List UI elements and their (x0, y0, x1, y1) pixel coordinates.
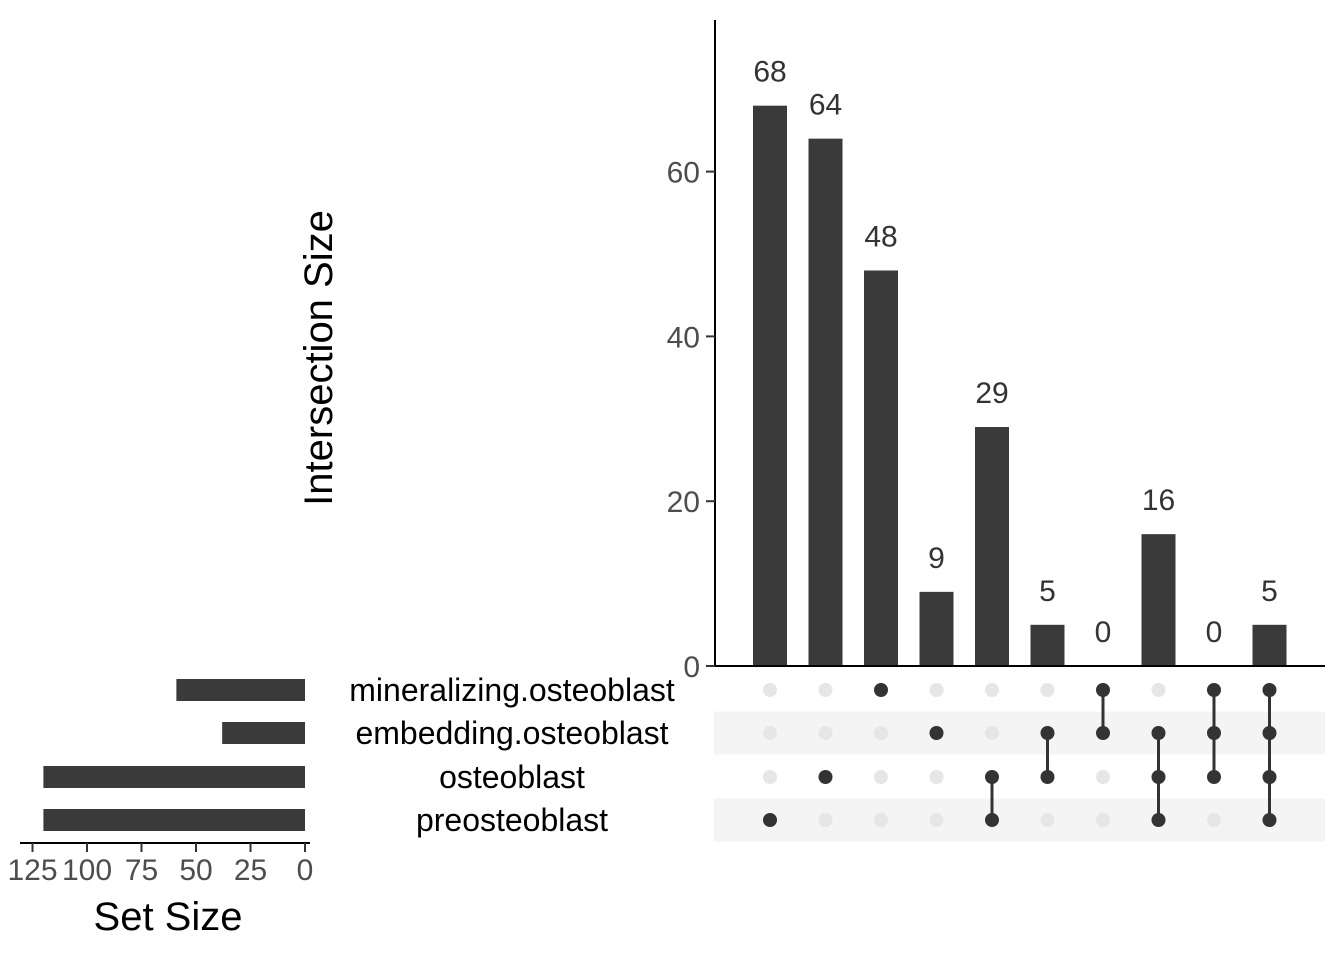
matrix-row-stripes (714, 711, 1325, 842)
matrix-dot-active (874, 683, 888, 697)
matrix-dot-inactive (763, 683, 777, 697)
intersection-bar (975, 427, 1009, 666)
intersection-bar (753, 105, 787, 667)
intersection-value-label: 68 (753, 56, 786, 89)
set-size-tick-label: 125 (7, 854, 57, 887)
intersection-bar (1252, 624, 1287, 666)
matrix-dot-inactive (818, 813, 833, 827)
intersection-bar (1030, 624, 1065, 666)
matrix-dot-active (1207, 770, 1221, 784)
set-size-tick-label: 0 (297, 854, 314, 887)
set-label: embedding.osteoblast (355, 715, 668, 751)
matrix-dot-inactive (1207, 813, 1221, 827)
matrix-dot-active (985, 770, 999, 784)
set-size-bar (43, 809, 306, 831)
intersection-value-label: 0 (1206, 616, 1223, 649)
matrix-dot-inactive (763, 726, 777, 740)
set-size-tick-label: 25 (234, 854, 267, 887)
matrix-dot-active (763, 813, 777, 827)
matrix-dot-active (1096, 683, 1110, 697)
matrix-dot-inactive (929, 683, 944, 697)
intersection-tick-label: 40 (667, 321, 700, 354)
matrix-dot-inactive (929, 770, 944, 784)
matrix-dot-inactive (874, 726, 888, 740)
intersection-bar (919, 591, 954, 666)
matrix-dot-active (1151, 770, 1166, 784)
intersection-tick-label: 0 (683, 651, 700, 684)
set-size-axis: 125 100 75 50 25 0 (7, 842, 314, 887)
set-size-tick-label: 100 (62, 854, 112, 887)
matrix-dot-inactive (763, 770, 777, 784)
intersection-value-label: 9 (928, 542, 945, 575)
intersection-value-label: 5 (1261, 575, 1278, 608)
matrix-dot-active (985, 813, 999, 827)
intersection-axis-title: Intersection Size (297, 210, 341, 506)
matrix-dot-active (1207, 683, 1221, 697)
matrix-dot-active (1096, 726, 1110, 740)
matrix-dot-inactive (985, 683, 999, 697)
intersection-bars: 68 64 48 9 29 5 0 16 0 5 (753, 56, 1287, 667)
matrix-dot-active (1262, 770, 1277, 784)
matrix-dot-active (1207, 726, 1221, 740)
matrix-dot-inactive (818, 683, 833, 697)
matrix-dot-active (1040, 770, 1055, 784)
intersection-tick-label: 20 (667, 486, 700, 519)
intersection-value-label: 16 (1142, 484, 1175, 517)
matrix-dot-active (1151, 813, 1166, 827)
membership-matrix (763, 683, 1277, 827)
matrix-dot-active (1151, 726, 1166, 740)
intersection-value-label: 0 (1095, 616, 1112, 649)
matrix-dot-inactive (874, 770, 888, 784)
set-size-bar (43, 766, 306, 788)
matrix-dot-active (1040, 726, 1055, 740)
matrix-dot-inactive (929, 813, 944, 827)
intersection-axis: 0 20 40 60 (667, 20, 1325, 684)
set-size-bar (222, 722, 305, 744)
intersection-bar (864, 270, 898, 666)
set-size-tick-label: 75 (125, 854, 158, 887)
matrix-dot-inactive (1040, 813, 1055, 827)
set-size-bars (43, 679, 306, 831)
matrix-row-stripe (714, 711, 1325, 755)
matrix-dot-active (1262, 726, 1277, 740)
matrix-dot-active (1262, 683, 1277, 697)
matrix-dot-active (929, 726, 944, 740)
matrix-dot-active (818, 770, 833, 784)
matrix-row-stripe (714, 798, 1325, 842)
matrix-dot-inactive (1040, 683, 1055, 697)
matrix-dot-inactive (818, 726, 833, 740)
intersection-value-label: 48 (864, 220, 897, 253)
set-label: preosteoblast (416, 802, 608, 838)
set-labels: mineralizing.osteoblast embedding.osteobl… (349, 672, 675, 838)
set-size-bar (176, 679, 305, 701)
matrix-dot-inactive (1151, 683, 1166, 697)
set-size-axis-title: Set Size (94, 895, 243, 939)
intersection-tick-label: 60 (667, 157, 700, 190)
matrix-dot-inactive (874, 813, 888, 827)
intersection-value-label: 64 (809, 89, 842, 122)
set-size-tick-label: 50 (179, 854, 212, 887)
intersection-value-label: 29 (975, 377, 1008, 410)
matrix-dot-inactive (1096, 770, 1110, 784)
intersection-bar (1141, 534, 1176, 666)
intersection-bar (808, 138, 843, 666)
matrix-dot-inactive (985, 726, 999, 740)
matrix-dot-active (1262, 813, 1277, 827)
set-label: mineralizing.osteoblast (349, 672, 675, 708)
matrix-dot-inactive (1096, 813, 1110, 827)
set-label: osteoblast (439, 759, 585, 795)
intersection-value-label: 5 (1039, 575, 1056, 608)
